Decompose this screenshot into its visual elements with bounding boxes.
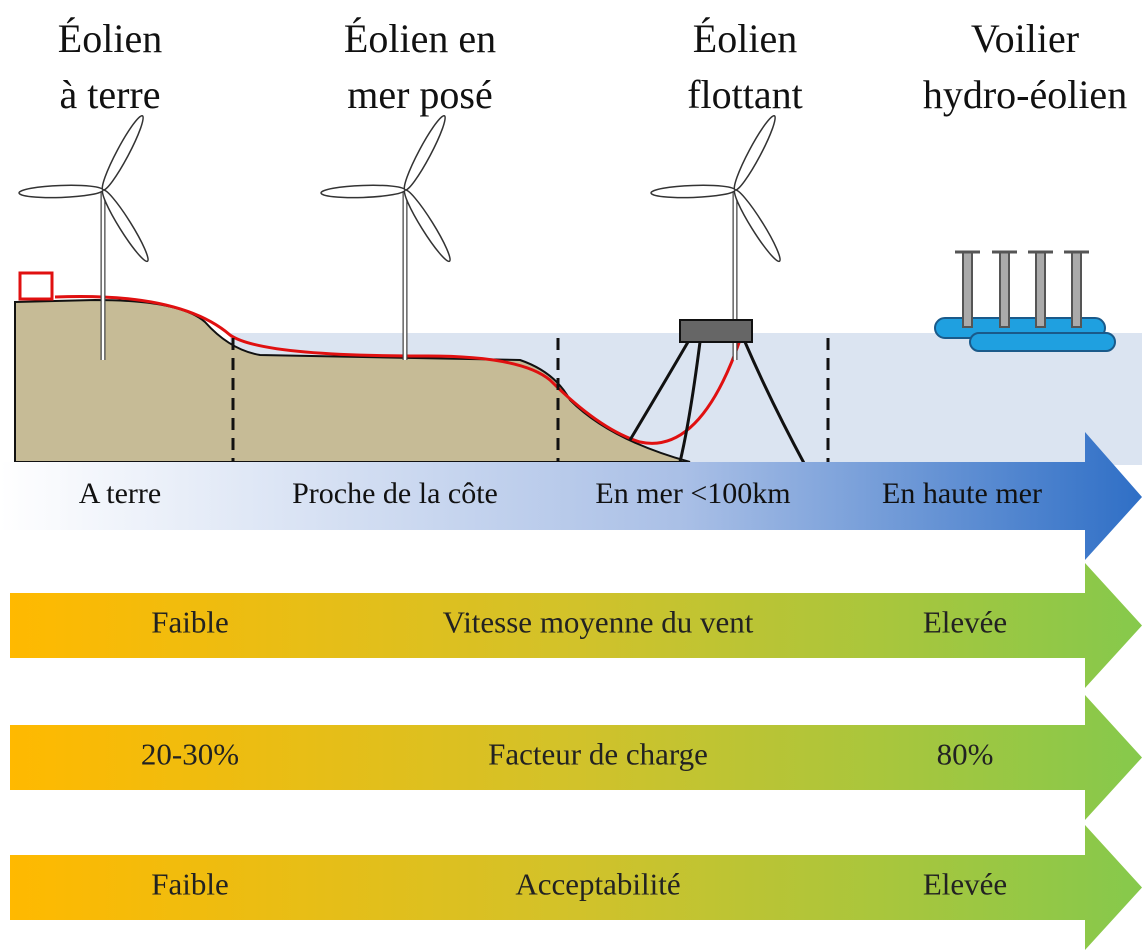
heading-line: mer posé (347, 72, 493, 117)
bar-left: Faible (151, 605, 229, 640)
turbine (321, 113, 455, 360)
zone-label: En mer <100km (595, 477, 790, 510)
heading-line: flottant (687, 72, 803, 117)
bar-center: Facteur de charge (488, 737, 708, 772)
bar-left: 20-30% (141, 737, 239, 772)
zone-label: Proche de la côte (292, 477, 498, 510)
bars: Faible Vitesse moyenne du vent Elevée 20-30… (10, 563, 1142, 950)
diagram: Éolien à terre Éolien en mer posé Éolien flot… (0, 0, 1142, 952)
sailboat (935, 252, 1115, 351)
substation (20, 273, 52, 299)
heading-line: Éolien (693, 16, 797, 61)
bar-center: Vitesse moyenne du vent (443, 605, 754, 640)
bar-center: Acceptabilité (515, 867, 680, 902)
heading-line: Voilier (971, 16, 1079, 61)
bar-right: Elevée (923, 605, 1007, 640)
zone-label: En haute mer (882, 477, 1042, 510)
heading-line: Éolien (58, 16, 162, 61)
heading-line: Éolien en (344, 16, 496, 61)
float (680, 320, 752, 342)
bar-right: Elevée (923, 867, 1007, 902)
heading-line: à terre (59, 72, 160, 117)
bar-right: 80% (937, 737, 994, 772)
bar-left: Faible (151, 867, 229, 902)
heading-line: hydro-éolien (923, 72, 1127, 117)
headings: Éolien à terre Éolien en mer posé Éolien flot… (58, 16, 1127, 117)
zone-label: A terre (79, 477, 161, 510)
